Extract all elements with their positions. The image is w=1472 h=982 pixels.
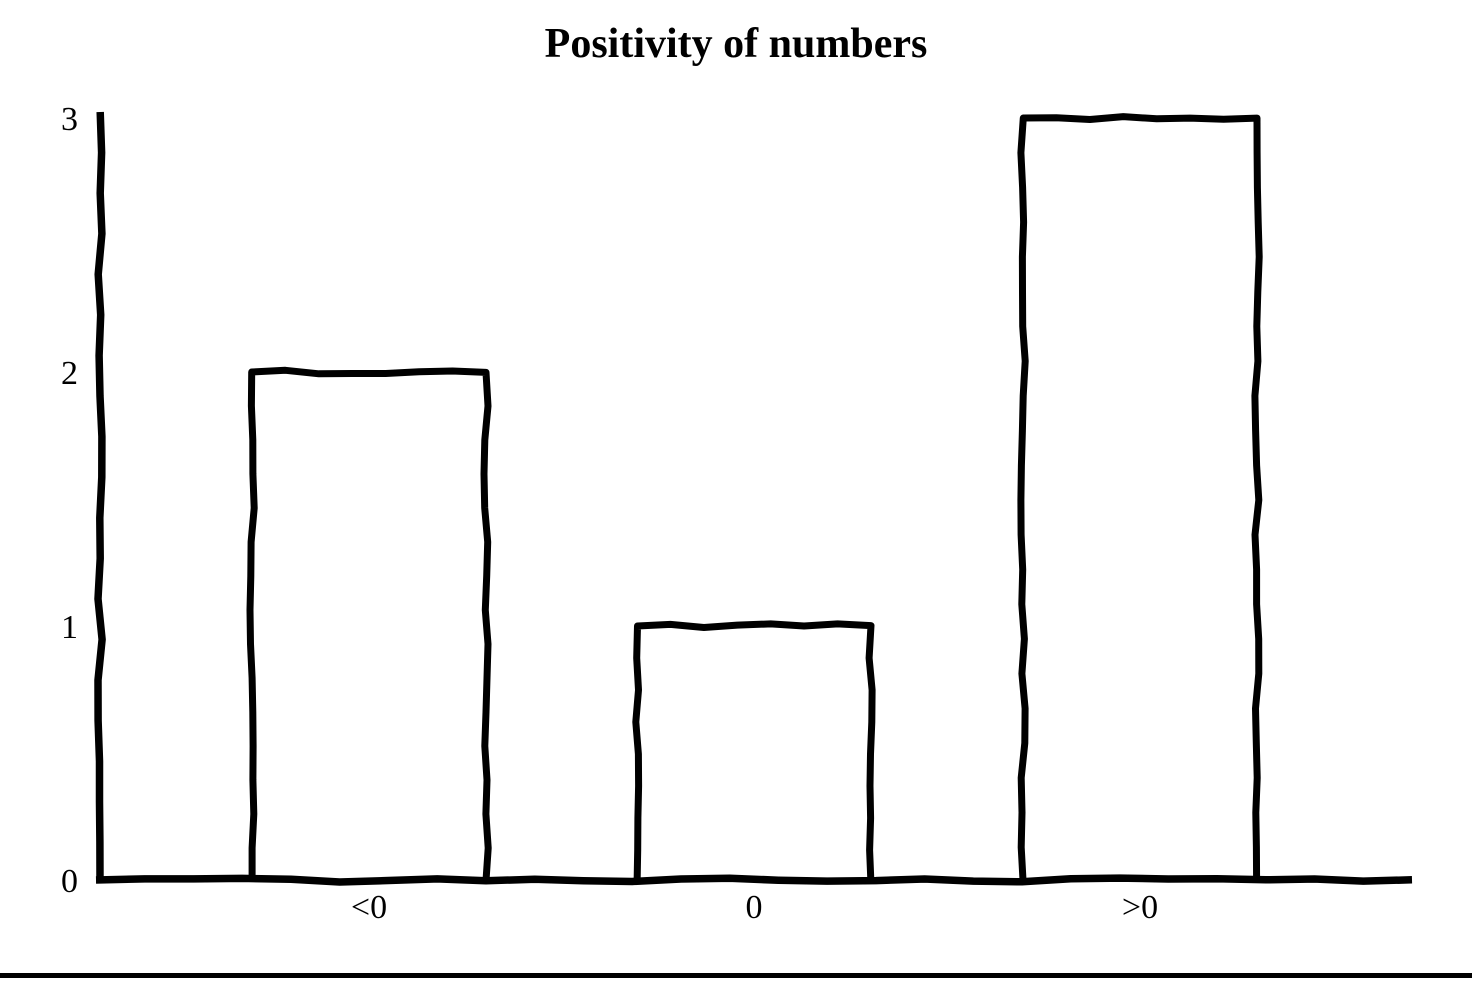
bar bbox=[1017, 113, 1263, 883]
y-tick-label: 3 bbox=[61, 101, 78, 138]
x-category-label: <0 bbox=[351, 889, 387, 926]
bar-fill bbox=[635, 623, 873, 882]
bar-fill bbox=[1020, 116, 1260, 883]
x-category-label: 0 bbox=[746, 889, 763, 926]
y-tick-label: 1 bbox=[61, 609, 78, 646]
bar bbox=[246, 366, 492, 883]
bottom-rule bbox=[0, 973, 1472, 978]
chart-title: Positivity of numbers bbox=[544, 21, 928, 67]
x-axis bbox=[95, 874, 1413, 886]
y-tick-label: 0 bbox=[61, 863, 78, 900]
bar bbox=[632, 620, 876, 883]
y-axis bbox=[94, 111, 106, 884]
x-category-label: >0 bbox=[1122, 889, 1158, 926]
bar-fill bbox=[250, 370, 489, 882]
y-tick-label: 2 bbox=[61, 355, 78, 392]
